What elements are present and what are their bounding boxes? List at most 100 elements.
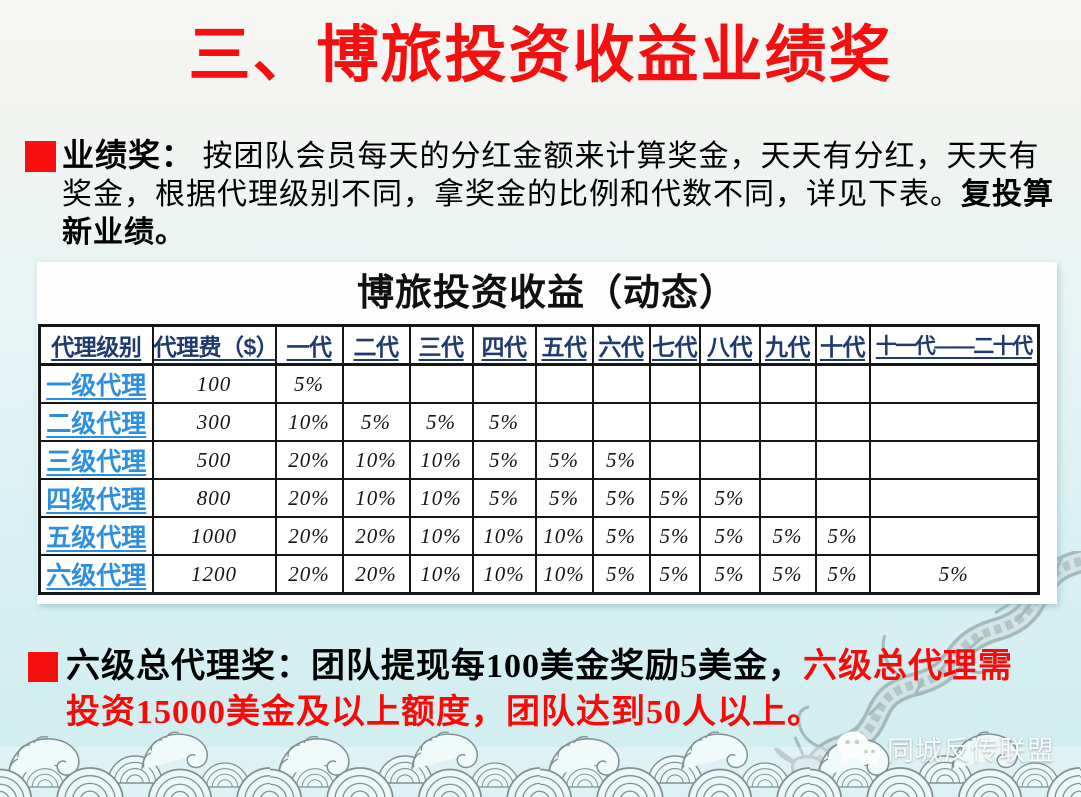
generation-percent-cell: 5% (648, 478, 701, 518)
column-header: 代理费（$） (151, 324, 277, 366)
table-row: 二级代理 300 10% 5% 5% 5% (38, 402, 1040, 442)
generation-percent-cell (698, 402, 761, 442)
intro-label: 业绩奖： (62, 137, 195, 173)
column-header: 十代 (814, 324, 871, 366)
generation-percent-cell (471, 363, 537, 404)
column-header: 四代 (471, 324, 537, 366)
column-header: 一代 (274, 324, 344, 366)
generation-percent-cell: 20% (341, 516, 411, 556)
generation-percent-cell (648, 440, 701, 480)
generation-percent-cell (814, 402, 871, 442)
generation-percent-cell: 5% (648, 516, 701, 556)
generation-percent-cell: 5% (408, 402, 474, 442)
intro-bold-tail: 复投算新业绩。 (62, 178, 1054, 249)
generation-percent-cell: 20% (274, 440, 344, 480)
generation-percent-cell: 5% (698, 516, 761, 556)
generation-percent-cell: 10% (408, 516, 474, 556)
generation-percent-cell: 5% (471, 478, 537, 518)
generation-percent-cell (591, 363, 651, 404)
generation-percent-cell (758, 478, 817, 518)
generation-percent-cell (868, 402, 1040, 442)
generation-percent-cell (758, 402, 817, 442)
generation-percent-cell (868, 516, 1040, 556)
wave-pattern (0, 717, 1081, 797)
generation-percent-cell: 5% (814, 516, 871, 556)
generation-percent-cell: 5% (698, 478, 761, 518)
generation-percent-cell (698, 440, 761, 480)
generation-percent-cell (648, 402, 701, 442)
agent-level-cell: 二级代理 (38, 402, 154, 442)
generation-percent-cell: 5% (591, 440, 651, 480)
generation-percent-cell: 20% (274, 516, 344, 556)
agent-fee-cell: 1000 (151, 516, 277, 556)
generation-percent-cell (758, 440, 817, 480)
agent-level-cell: 五级代理 (38, 516, 154, 556)
generation-percent-cell (698, 363, 761, 404)
column-header: 代理级别 (38, 324, 154, 366)
intro-paragraph: 业绩奖： 按团队会员每天的分红金额来计算奖金，天天有分红，天天有奖金，根据代理级… (25, 136, 1062, 252)
agent-fee-cell: 500 (151, 440, 277, 480)
generation-percent-cell: 5% (868, 554, 1040, 595)
generation-percent-cell: 5% (534, 478, 594, 518)
agent-fee-cell: 100 (151, 363, 277, 404)
generation-percent-cell: 5% (274, 363, 344, 404)
column-header: 十一代——二十代 (868, 324, 1040, 366)
generation-percent-cell: 5% (758, 554, 817, 595)
generation-percent-cell: 5% (591, 478, 651, 518)
generation-percent-cell: 10% (341, 440, 411, 480)
generation-percent-cell: 5% (471, 402, 537, 442)
agent-fee-cell: 800 (151, 478, 277, 518)
footer-paragraph: 六级总代理奖：团队提现每100美金奖励5美金，六级总代理需投资15000美金及以… (28, 644, 1044, 736)
red-square-bullet-icon (25, 141, 56, 172)
column-header: 八代 (698, 324, 761, 366)
generation-percent-cell: 5% (698, 554, 761, 595)
generation-percent-cell: 10% (408, 478, 474, 518)
generation-percent-cell: 5% (534, 440, 594, 480)
red-square-bullet-icon (28, 652, 58, 682)
generation-percent-cell (534, 363, 594, 404)
table-row: 三级代理 500 20% 10% 10% 5% 5% 5% (38, 440, 1040, 480)
generation-percent-cell: 20% (341, 554, 411, 595)
column-header: 七代 (648, 324, 701, 366)
generation-percent-cell: 5% (814, 554, 871, 595)
column-header: 五代 (534, 324, 594, 366)
generation-percent-cell: 10% (408, 440, 474, 480)
generation-percent-cell: 20% (274, 554, 344, 595)
generation-percent-cell (868, 478, 1040, 518)
generation-percent-cell: 20% (274, 478, 344, 518)
bonus-table: 代理级别 代理费（$） 一代 二代 三代 四代 五代 六代 七代 八代 九代 十代 十一代——二十代 一… (38, 324, 1040, 595)
bonus-table-panel: 博旅投资收益（动态） 代理级别 代理费（$） 一代 二代 三代 四代 五代 六代 七代 八代 九代十… (37, 262, 1057, 604)
column-header: 二代 (341, 324, 411, 366)
generation-percent-cell (341, 363, 411, 404)
watermark: 同城反传联盟 (836, 729, 1055, 768)
agent-level-cell: 三级代理 (38, 440, 154, 480)
generation-percent-cell: 10% (471, 516, 537, 556)
generation-percent-cell (868, 440, 1040, 480)
wechat-chat-bubbles-icon (837, 731, 881, 767)
footer-red-text: 六级总代理需投资15000美金及以上额度，团队达到50人以上。 (66, 648, 1013, 731)
agent-level-cell: 四级代理 (38, 478, 154, 518)
generation-percent-cell: 5% (471, 440, 537, 480)
table-title: 博旅投资收益（动态） (357, 273, 737, 314)
generation-percent-cell: 5% (591, 554, 651, 595)
agent-fee-cell: 1200 (151, 554, 277, 595)
generation-percent-cell: 10% (471, 554, 537, 595)
table-header-row: 代理级别 代理费（$） 一代 二代 三代 四代 五代 六代 七代 八代 九代 十代 十一代——二十代 (38, 324, 1040, 366)
footer-black-text: 六级总代理奖：团队提现每100美金奖励5美金， (66, 648, 803, 685)
table-row: 六级代理 1200 20% 20% 10% 10% 10% 5% 5% 5% 5% 5% 5% (38, 554, 1040, 595)
generation-percent-cell: 10% (408, 554, 474, 595)
generation-percent-cell (814, 478, 871, 518)
column-header: 三代 (408, 324, 474, 366)
column-header: 六代 (591, 324, 651, 366)
generation-percent-cell (814, 440, 871, 480)
agent-level-cell: 一级代理 (38, 363, 154, 404)
watermark-text: 同城反传联盟 (887, 736, 1055, 766)
generation-percent-cell: 10% (534, 516, 594, 556)
generation-percent-cell (408, 363, 474, 404)
generation-percent-cell: 10% (341, 478, 411, 518)
generation-percent-cell: 10% (274, 402, 344, 442)
table-row: 一级代理 100 5% (38, 363, 1040, 404)
agent-fee-cell: 300 (151, 402, 277, 442)
generation-percent-cell (814, 363, 871, 404)
